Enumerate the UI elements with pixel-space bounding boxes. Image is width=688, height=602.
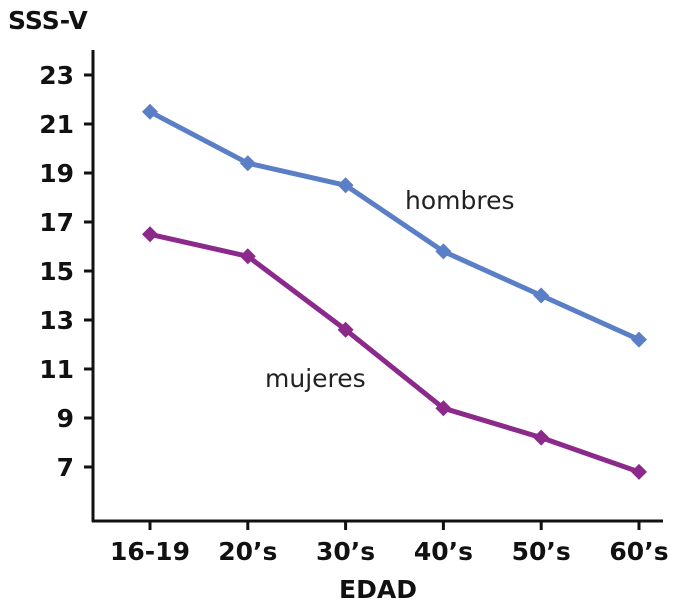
x-tick-label-30-s: 30’s [316, 537, 375, 566]
y-tick-label-11: 11 [39, 355, 74, 384]
point-hombres-50-s [533, 287, 550, 304]
series-label-mujeres: mujeres [265, 364, 366, 393]
y-axis-ticks: 7 9 11 13 15 17 19 21 23 [39, 61, 93, 482]
point-mujeres-40-s [435, 400, 452, 417]
x-tick-label-60-s: 60’s [609, 537, 668, 566]
point-mujeres-20-s [239, 248, 256, 265]
point-mujeres-60-s [631, 463, 647, 480]
point-mujeres-50-s [533, 429, 550, 446]
point-hombres-40-s [435, 243, 452, 260]
x-axis-ticks: 16-19 20’s 30’s 40’s 50’s 60’s [110, 521, 669, 566]
series-line-mujeres [149, 231, 640, 475]
point-hombres-30-s [337, 177, 354, 194]
point-hombres-60-s [631, 331, 647, 348]
y-tick-label-9: 9 [57, 404, 74, 433]
x-tick-label-16-19: 16-19 [110, 537, 190, 566]
x-tick-label-20-s: 20’s [218, 537, 277, 566]
x-tick-label-40-s: 40’s [414, 537, 473, 566]
series-layer [142, 103, 647, 480]
x-axis-title: EDAD [339, 575, 417, 602]
y-tick-label-17: 17 [39, 208, 74, 237]
y-axis-title: SSS-V [8, 6, 88, 35]
y-tick-label-15: 15 [39, 257, 74, 286]
point-hombres-20-s [239, 155, 256, 172]
point-mujeres-30-s [337, 321, 354, 338]
point-hombres-16-19 [142, 103, 158, 120]
series-label-hombres: hombres [405, 186, 515, 215]
y-tick-label-19: 19 [39, 159, 74, 188]
x-tick-label-50-s: 50’s [512, 537, 571, 566]
point-mujeres-16-19 [142, 226, 158, 243]
y-tick-label-21: 21 [39, 110, 74, 139]
y-tick-label-7: 7 [57, 453, 74, 482]
y-tick-label-23: 23 [39, 61, 74, 90]
series-line-hombres [148, 109, 641, 342]
y-tick-label-13: 13 [39, 306, 74, 335]
